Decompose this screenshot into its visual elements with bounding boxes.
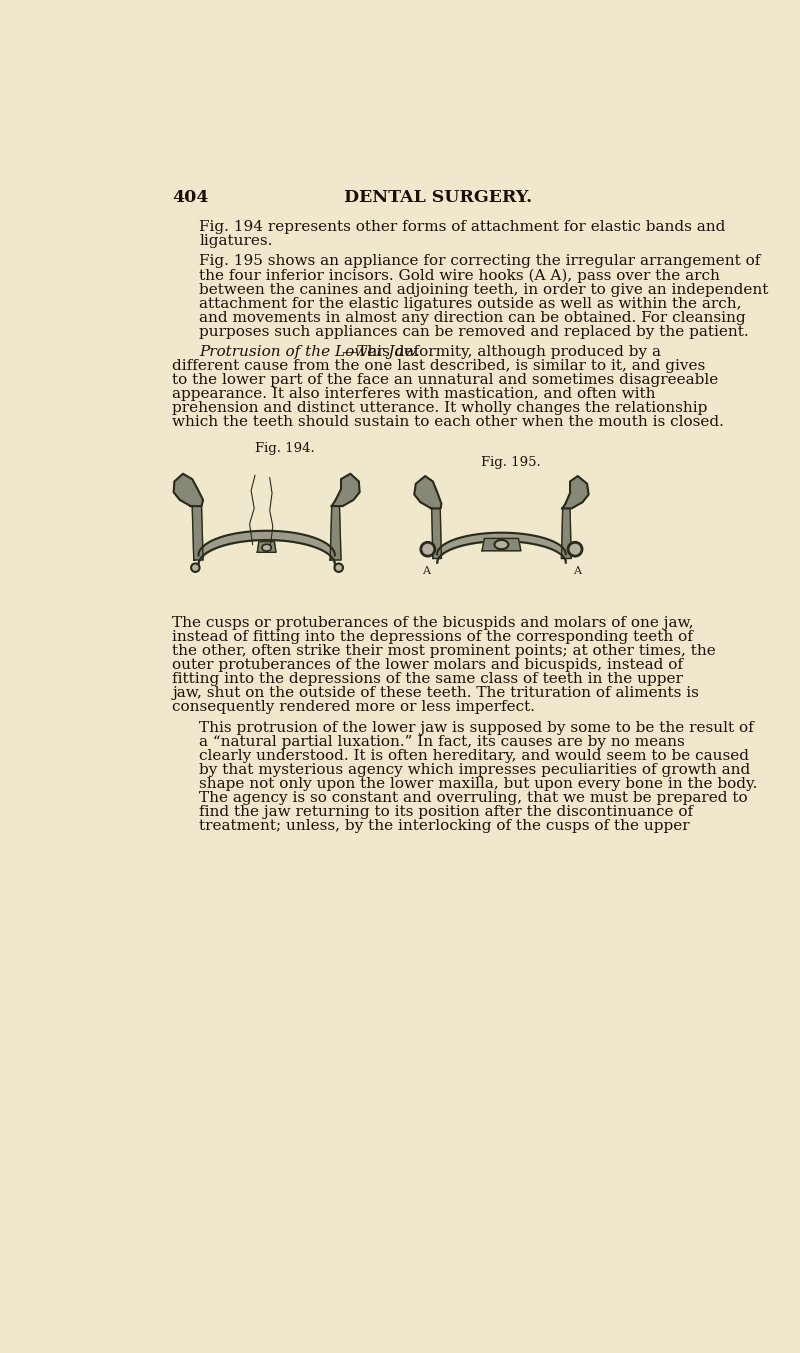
Polygon shape [482, 538, 521, 551]
Text: —This deformity, although produced by a: —This deformity, although produced by a [342, 345, 662, 359]
Text: the other, often strike their most prominent points; at other times, the: the other, often strike their most promi… [172, 644, 716, 658]
Text: The agency is so constant and overruling, that we must be prepared to: The agency is so constant and overruling… [199, 790, 748, 805]
Polygon shape [330, 506, 341, 560]
Text: outer protuberances of the lower molars and bicuspids, instead of: outer protuberances of the lower molars … [172, 659, 683, 672]
Circle shape [421, 543, 435, 556]
Text: instead of fitting into the depressions of the corresponding teeth of: instead of fitting into the depressions … [172, 630, 693, 644]
Text: jaw, shut on the outside of these teeth. The trituration of aliments is: jaw, shut on the outside of these teeth.… [172, 686, 699, 701]
Text: to the lower part of the face an unnatural and sometimes disagreeable: to the lower part of the face an unnatur… [172, 373, 718, 387]
Text: attachment for the elastic ligatures outside as well as within the arch,: attachment for the elastic ligatures out… [199, 296, 742, 311]
Text: shape not only upon the lower maxilla, but upon every bone in the body.: shape not only upon the lower maxilla, b… [199, 777, 758, 790]
Polygon shape [562, 476, 589, 509]
Polygon shape [192, 506, 203, 560]
Text: consequently rendered more or less imperfect.: consequently rendered more or less imper… [172, 701, 535, 714]
Text: A: A [422, 566, 430, 576]
Polygon shape [562, 509, 571, 559]
Text: Fig. 195.: Fig. 195. [482, 456, 541, 469]
Text: purposes such appliances can be removed and replaced by the patient.: purposes such appliances can be removed … [199, 325, 749, 338]
Text: Fig. 195 shows an appliance for correcting the irregular arrangement of: Fig. 195 shows an appliance for correcti… [199, 254, 761, 268]
Polygon shape [432, 509, 442, 559]
Text: ligatures.: ligatures. [199, 234, 273, 248]
Polygon shape [414, 476, 442, 509]
Text: a “natural partial luxation.” In fact, its causes are by no means: a “natural partial luxation.” In fact, i… [199, 735, 685, 748]
Text: prehension and distinct utterance. It wholly changes the relationship: prehension and distinct utterance. It wh… [172, 400, 707, 415]
Text: The cusps or protuberances of the bicuspids and molars of one jaw,: The cusps or protuberances of the bicusp… [172, 616, 694, 630]
Text: find the jaw returning to its position after the discontinuance of: find the jaw returning to its position a… [199, 805, 694, 819]
Text: clearly understood. It is often hereditary, and would seem to be caused: clearly understood. It is often heredita… [199, 748, 750, 763]
Polygon shape [174, 474, 203, 506]
Text: Fig. 194 represents other forms of attachment for elastic bands and: Fig. 194 represents other forms of attac… [199, 221, 726, 234]
Circle shape [191, 563, 199, 572]
Polygon shape [258, 541, 276, 552]
Text: A: A [573, 566, 581, 576]
Text: DENTAL SURGERY.: DENTAL SURGERY. [344, 189, 532, 206]
Text: different cause from the one last described, is similar to it, and gives: different cause from the one last descri… [172, 359, 706, 373]
Text: fitting into the depressions of the same class of teeth in the upper: fitting into the depressions of the same… [172, 672, 683, 686]
Text: by that mysterious agency which impresses peculiarities of growth and: by that mysterious agency which impresse… [199, 763, 750, 777]
Polygon shape [332, 474, 360, 506]
Text: treatment; unless, by the interlocking of the cusps of the upper: treatment; unless, by the interlocking o… [199, 819, 690, 832]
Text: Fig. 194.: Fig. 194. [255, 442, 314, 455]
Text: the four inferior incisors. Gold wire hooks (A A), pass over the arch: the four inferior incisors. Gold wire ho… [199, 268, 720, 283]
Text: and movements in almost any direction can be obtained. For cleansing: and movements in almost any direction ca… [199, 311, 746, 325]
Ellipse shape [262, 544, 271, 551]
Text: 404: 404 [172, 189, 209, 206]
Text: between the canines and adjoining teeth, in order to give an independent: between the canines and adjoining teeth,… [199, 283, 769, 296]
Text: This protrusion of the lower jaw is supposed by some to be the result of: This protrusion of the lower jaw is supp… [199, 721, 754, 735]
Circle shape [568, 543, 582, 556]
Text: which the teeth should sustain to each other when the mouth is closed.: which the teeth should sustain to each o… [172, 415, 724, 429]
Text: Protrusion of the Lower Jaw.: Protrusion of the Lower Jaw. [199, 345, 420, 359]
Ellipse shape [494, 540, 509, 549]
Text: appearance. It also interferes with mastication, and often with: appearance. It also interferes with mast… [172, 387, 655, 400]
Circle shape [334, 563, 343, 572]
